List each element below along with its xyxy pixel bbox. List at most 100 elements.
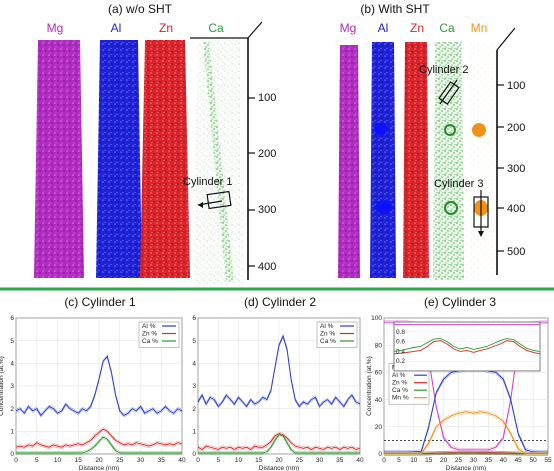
cylinder-3-marker	[473, 190, 489, 237]
chart-d-ytick-label: 6	[192, 315, 196, 322]
chart-c-ytick-label: 1	[10, 429, 14, 436]
chart-d-series-2-line	[198, 434, 360, 454]
cylinder-2-label: Cylinder 2	[419, 64, 469, 76]
panel-b-mn-map	[466, 42, 497, 280]
panel-a-zn-map	[140, 40, 190, 278]
chart-e-xtick-label: 45	[515, 457, 523, 464]
panel-b-ruler-400: 400	[507, 203, 525, 215]
chart-e-title: (e) Cylinder 3	[424, 295, 496, 309]
chart-c-xtick-label: 0	[14, 457, 18, 464]
panel-b-ca-particle-1	[444, 124, 456, 136]
chart-e-ytick-label: 80	[375, 342, 383, 349]
chart-c-xtick-label: 5	[35, 457, 39, 464]
panel-a-label-zn: Zn	[159, 21, 173, 35]
panel-a-label-al: Al	[111, 21, 122, 35]
chart-c-series-0-line	[15, 355, 183, 417]
chart-e-xtick-label: 50	[529, 457, 537, 464]
panel-a: (a) w/o SHT Mg Al Zn Ca 100 200 300 400	[34, 2, 276, 285]
chart-d-series-2-band-upper	[198, 432, 360, 452]
panel-b-ca-map	[433, 42, 464, 280]
chart-e-inset-series-1	[393, 340, 541, 355]
chart-e-legend-label: Zn %	[392, 380, 407, 387]
chart-e-xtick-label: 5	[397, 457, 401, 464]
panel-a-ruler: 100 200 300 400	[190, 21, 276, 280]
chart-e-inset-ytick: 0.8	[396, 329, 405, 336]
chart-c-ytick-label: 3	[10, 383, 14, 390]
chart-e-legend-label: Ca %	[392, 387, 408, 394]
chart-c-ytick-label: 2	[10, 406, 14, 413]
panel-a-ruler-400: 400	[258, 261, 276, 273]
chart-c-xtick-label: 30	[137, 457, 145, 464]
cylinder-1-label: Cylinder 1	[183, 176, 233, 188]
panel-a-ruler-200: 200	[258, 148, 276, 160]
chart-c: 0 5 10 15 20 25 30 35 40 0 1 2 3 4 5 6 Distance (nm) Conc…	[0, 315, 186, 471]
chart-d-xtick-label: 5	[216, 457, 220, 464]
chart-e-series-4-band-upper	[384, 410, 548, 453]
chart-c-ytick-label: 5	[10, 338, 14, 345]
chart-c-xtick-label: 20	[95, 457, 103, 464]
panel-a-title: (a) w/o SHT	[108, 2, 173, 16]
cylinder-2-marker	[438, 79, 460, 105]
chart-d-xtick-label: 40	[356, 457, 364, 464]
chart-e-series-4-line	[384, 411, 548, 455]
chart-d-ytick-label: 5	[192, 338, 196, 345]
chart-c-legend-label: Al %	[142, 323, 156, 330]
panel-b-ruler: 100 200 300 400 500	[496, 27, 525, 275]
chart-e-xlabel: Distance (nm)	[446, 465, 486, 471]
chart-d-ytick-label: 0	[192, 451, 196, 458]
chart-e-xtick-label: 0	[382, 457, 386, 464]
chart-d-xlabel: Distance (nm)	[259, 465, 299, 471]
chart-e-series-2-band-lower	[384, 453, 548, 456]
chart-e-inset-series-2	[393, 338, 541, 352]
chart-e-ytick-label: 100	[371, 315, 382, 322]
chart-c-ytick-label: 4	[10, 361, 14, 368]
chart-c-xlabel: Distance (nm)	[79, 465, 119, 471]
chart-c-xtick-label: 25	[116, 457, 124, 464]
chart-d-ytick-label: 2	[192, 406, 196, 413]
panel-b-label-mg: Mg	[340, 21, 357, 35]
chart-d-xtick-label: 10	[235, 457, 243, 464]
panel-a-ruler-100: 100	[258, 92, 276, 104]
chart-d-ytick-label: 3	[192, 383, 196, 390]
chart-e-series-4-band-lower	[384, 413, 548, 456]
panel-a-ruler-300: 300	[258, 204, 276, 216]
panel-b-mn-particle-1	[472, 123, 486, 137]
chart-d-legend-label: Ca %	[320, 338, 336, 345]
panel-b-label-ca: Ca	[439, 21, 455, 35]
chart-c-xtick-label: 10	[54, 457, 62, 464]
chart-d-legend-label: Zn %	[320, 331, 335, 338]
panel-a-ca-boundary	[203, 42, 234, 282]
chart-e-legend-label: Mn %	[392, 395, 409, 402]
panel-b: (b) With SHT Mg Al Zn Ca Mn 100 200 300 …	[338, 2, 525, 280]
chart-e-xtick-label: 55	[544, 457, 552, 464]
chart-e-xtick-label: 20	[440, 457, 448, 464]
panel-b-zn-map	[403, 42, 429, 278]
chart-e-xtick-label: 30	[470, 457, 478, 464]
chart-e-xtick-label: 15	[425, 457, 433, 464]
chart-c-ytick-label: 0	[10, 451, 14, 458]
chart-c-series-1-line	[15, 428, 183, 448]
chart-d-xtick-label: 30	[316, 457, 324, 464]
chart-e-ylabel: Concentration (at.%)	[366, 356, 373, 416]
chart-e-inset-area	[393, 321, 541, 372]
chart-d-xtick-label: 15	[255, 457, 263, 464]
panel-a-label-mg: Mg	[47, 21, 64, 35]
cylinder-3-label: Cylinder 3	[434, 178, 484, 190]
panel-b-ca-particle-2	[444, 201, 458, 215]
chart-e-xtick-label: 40	[500, 457, 508, 464]
chart-e-ytick-label: 0	[378, 451, 382, 458]
chart-d-ytick-label: 4	[192, 361, 196, 368]
chart-d-xtick-label: 25	[296, 457, 304, 464]
chart-c-series-2-band-upper	[16, 435, 182, 452]
chart-c-title: (c) Cylinder 1	[64, 295, 136, 309]
chart-e-xtick-label: 25	[455, 457, 463, 464]
panel-b-al-particle-1	[374, 123, 388, 135]
chart-c-xtick-label: 15	[75, 457, 83, 464]
chart-d-xtick-label: 20	[275, 457, 283, 464]
panel-b-ruler-500: 500	[507, 246, 525, 258]
panel-b-al-particle-2	[376, 200, 392, 214]
chart-e-legend-label: Al %	[392, 372, 406, 379]
chart-d-xtick-label: 35	[336, 457, 344, 464]
chart-e-ytick-label: 20	[375, 424, 383, 431]
